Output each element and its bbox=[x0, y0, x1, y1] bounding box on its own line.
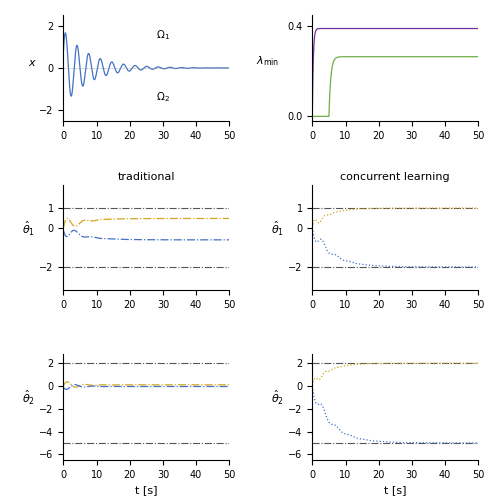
X-axis label: t [s]: t [s] bbox=[384, 486, 407, 496]
X-axis label: t [s]: t [s] bbox=[135, 486, 158, 496]
Text: $\Omega_2$: $\Omega_2$ bbox=[156, 90, 170, 104]
Y-axis label: $\hat{\theta}_2$: $\hat{\theta}_2$ bbox=[270, 389, 284, 407]
Text: $\Omega_1$: $\Omega_1$ bbox=[156, 28, 170, 42]
Y-axis label: $\lambda_{\min}$: $\lambda_{\min}$ bbox=[256, 54, 280, 68]
Y-axis label: $\hat{\theta}_2$: $\hat{\theta}_2$ bbox=[21, 389, 35, 407]
Title: concurrent learning: concurrent learning bbox=[341, 172, 450, 182]
Y-axis label: $\hat{\theta}_1$: $\hat{\theta}_1$ bbox=[21, 220, 35, 238]
Title: traditional: traditional bbox=[118, 172, 175, 182]
Y-axis label: $x$: $x$ bbox=[28, 58, 37, 68]
Y-axis label: $\hat{\theta}_1$: $\hat{\theta}_1$ bbox=[270, 220, 284, 238]
